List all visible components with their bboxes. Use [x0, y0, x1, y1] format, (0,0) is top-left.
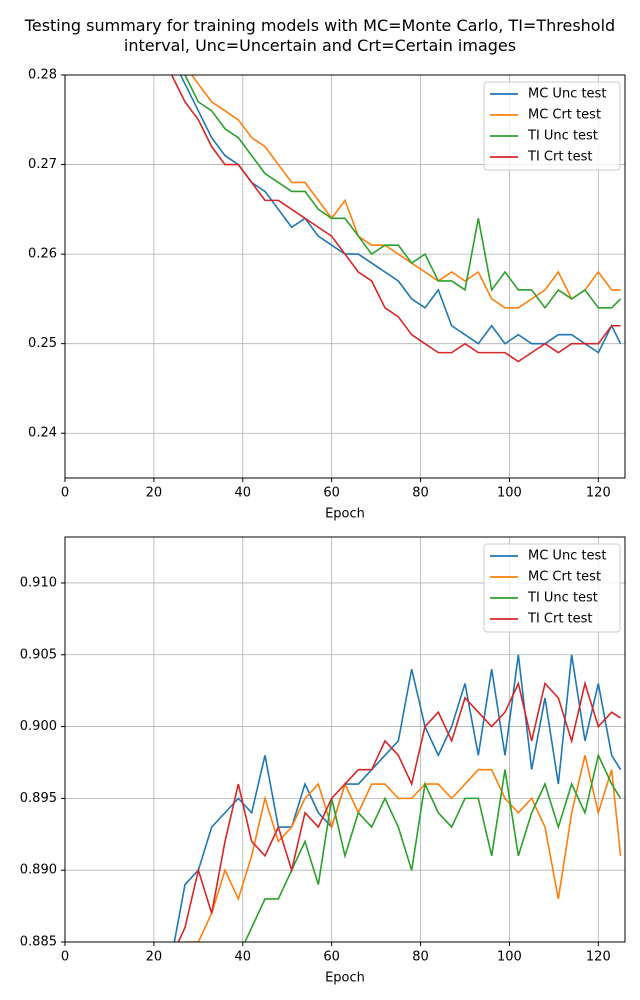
x-tick-label: 60: [323, 486, 340, 501]
x-tick-label: 20: [146, 486, 163, 501]
x-tick-label: 0: [61, 950, 69, 965]
legend-label: TI Crt test: [527, 612, 593, 627]
x-tick-label: 100: [497, 950, 522, 965]
x-axis-label: Epoch: [325, 971, 365, 986]
legend-label: TI Crt test: [527, 150, 593, 165]
data-line: [190, 75, 621, 309]
data-line: [177, 680, 621, 942]
y-tick-label: 0.25: [28, 336, 57, 351]
legend-label: MC Unc test: [528, 87, 606, 102]
y-tick-label: 0.910: [20, 575, 57, 590]
legend-label: TI Unc test: [527, 129, 598, 144]
axes-frame: [64, 536, 626, 943]
data-line: [170, 75, 621, 363]
x-tick-label: 0: [61, 486, 69, 501]
x-tick-label: 40: [235, 486, 252, 501]
legend-label: MC Crt test: [528, 570, 601, 585]
legend-label: MC Unc test: [528, 549, 606, 564]
y-tick-label: 0.905: [20, 647, 57, 662]
plot-area: [170, 75, 622, 363]
legend-label: TI Unc test: [527, 591, 598, 606]
data-line: [179, 75, 622, 354]
x-tick-label: 120: [586, 950, 611, 965]
x-tick-label: 120: [586, 486, 611, 501]
y-tick-label: 0.895: [20, 791, 57, 806]
x-axis-label: Epoch: [325, 507, 365, 522]
data-line: [184, 75, 622, 310]
y-tick-label: 0.27: [28, 157, 57, 172]
x-tick-label: 60: [323, 950, 340, 965]
legend-box: [483, 543, 621, 633]
x-tick-label: 80: [412, 950, 429, 965]
legend-box: [483, 81, 621, 171]
x-tick-label: 20: [146, 950, 163, 965]
y-tick-label: 0.890: [20, 863, 57, 878]
y-tick-label: 0.28: [28, 68, 57, 83]
x-tick-label: 100: [497, 486, 522, 501]
y-tick-label: 0.24: [28, 426, 57, 441]
data-line: [173, 654, 622, 942]
y-tick-label: 0.900: [20, 719, 57, 734]
x-tick-label: 80: [412, 486, 429, 501]
axes-frame: [64, 74, 626, 479]
y-tick-label: 0.885: [20, 935, 57, 950]
data-line: [244, 752, 622, 942]
plot-area: [173, 654, 622, 942]
x-tick-label: 40: [235, 950, 252, 965]
y-tick-label: 0.26: [28, 247, 57, 262]
legend-label: MC Crt test: [528, 108, 601, 123]
figure-title: Testing summary for training models with…: [24, 16, 616, 55]
